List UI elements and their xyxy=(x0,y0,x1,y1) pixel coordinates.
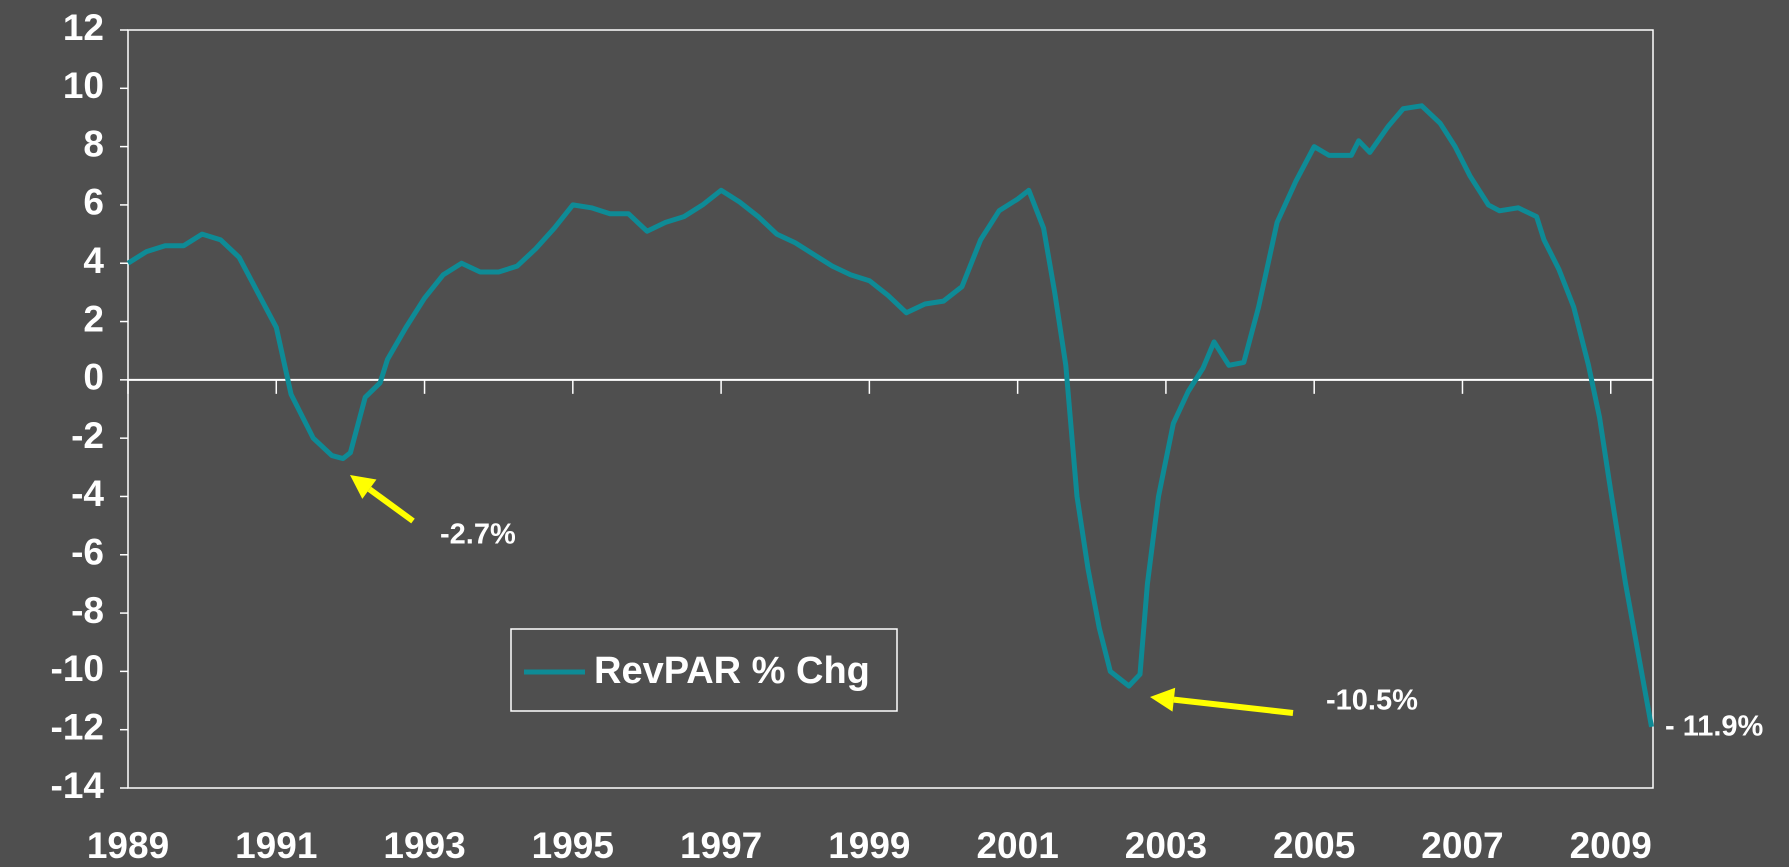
x-tick-label: 1995 xyxy=(532,825,614,866)
arrow-shaft xyxy=(367,486,415,524)
x-tick-label: 1989 xyxy=(87,825,169,866)
y-tick-label: 0 xyxy=(83,357,104,398)
y-tick-label: -8 xyxy=(71,590,104,631)
y-tick-label: 12 xyxy=(63,7,104,48)
x-tick-label: 2007 xyxy=(1421,825,1503,866)
x-tick-label: 1991 xyxy=(235,825,317,866)
y-tick-label: 4 xyxy=(83,240,104,281)
arrow-head xyxy=(350,475,377,499)
y-tick-label: 6 xyxy=(83,182,104,223)
y-tick-label: -10 xyxy=(51,648,104,689)
y-tick-label: 10 xyxy=(63,65,104,106)
annotation: -10.5% xyxy=(1326,685,1418,717)
annotation: -2.7% xyxy=(440,519,516,551)
legend-box xyxy=(510,628,898,712)
data-line xyxy=(126,103,1654,728)
annotation: - 11.9% xyxy=(1665,711,1764,743)
arrow-shaft xyxy=(1173,696,1294,716)
y-tick-label: -2 xyxy=(71,415,104,456)
y-tick-label: -4 xyxy=(71,473,104,514)
arrow-head xyxy=(1150,687,1176,712)
x-tick-label: 2005 xyxy=(1273,825,1355,866)
x-tick-label: 1997 xyxy=(680,825,762,866)
plot-frame xyxy=(127,29,1654,789)
y-tick-label: 8 xyxy=(83,123,104,164)
x-tick-label: 2001 xyxy=(976,825,1058,866)
x-tick-label: 1999 xyxy=(828,825,910,866)
x-tick-label: 2009 xyxy=(1570,825,1652,866)
x-tick-label: 2003 xyxy=(1125,825,1207,866)
y-tick-label: 2 xyxy=(83,298,104,339)
y-tick-label: -14 xyxy=(51,765,105,806)
x-tick-label: 1993 xyxy=(383,825,465,866)
y-tick-label: -6 xyxy=(71,532,104,573)
legend-label: RevPAR % Chg xyxy=(594,650,870,692)
y-tick-label: -12 xyxy=(51,706,104,747)
